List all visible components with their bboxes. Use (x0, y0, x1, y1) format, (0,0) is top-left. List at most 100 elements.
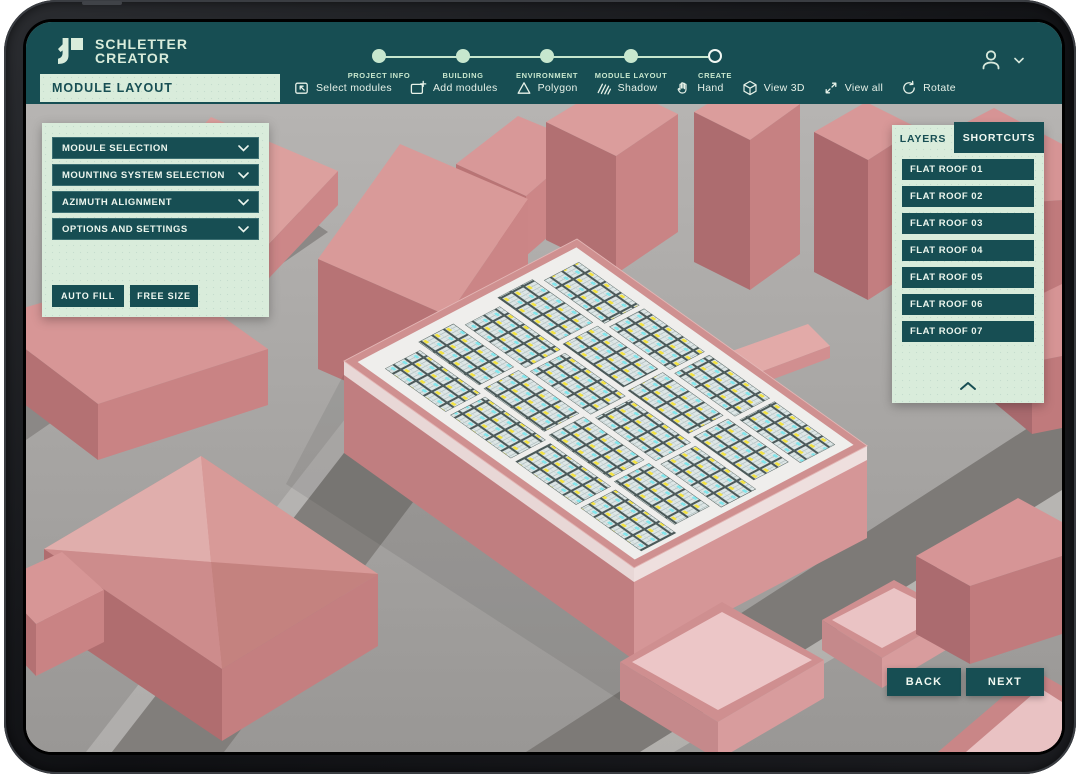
stepper-step-create[interactable]: CREATE (673, 36, 757, 80)
tool-view-3d[interactable]: View 3D (742, 80, 805, 96)
expand-arrows-icon (825, 82, 837, 94)
tool-label: Add modules (433, 82, 498, 94)
tool-label: Rotate (923, 82, 956, 94)
layer-label: FLAT ROOF 04 (910, 245, 983, 256)
step-label: PROJECT INFO (347, 71, 411, 80)
toolbar: Select modules Add modules Polygon (294, 74, 956, 102)
building-bottom-left-big (44, 456, 378, 741)
scene-3d-canvas[interactable]: MODULE SELECTION MOUNTING SYSTEM SELECTI… (26, 104, 1062, 752)
building-left-bottom-wedge (26, 552, 104, 676)
tablet-power-button (82, 1, 122, 5)
chevron-down-icon (238, 144, 249, 152)
back-button[interactable]: BACK (887, 668, 961, 696)
triangle-icon (517, 82, 531, 94)
accordion-mounting-system-selection[interactable]: MOUNTING SYSTEM SELECTION (52, 164, 259, 186)
tool-hand[interactable]: Hand (675, 80, 723, 96)
accordion-label: MODULE SELECTION (62, 142, 169, 154)
brand-line2: CREATOR (95, 50, 170, 66)
layer-item-flat-roof-06[interactable]: FLAT ROOF 06 (902, 294, 1034, 315)
tab-shortcuts[interactable]: SHORTCUTS (954, 122, 1044, 153)
layer-item-flat-roof-04[interactable]: FLAT ROOF 04 (902, 240, 1034, 261)
city-scene (26, 104, 1062, 752)
layer-label: FLAT ROOF 03 (910, 218, 983, 229)
hand-icon (677, 82, 687, 94)
tablet-frame: SCHLETTER CREATOR PROJECT INFO BUILDING … (4, 0, 1076, 774)
step-circle (456, 49, 470, 63)
layer-label: FLAT ROOF 07 (910, 326, 983, 337)
chevron-down-icon (238, 198, 249, 206)
tool-select-modules[interactable]: Select modules (294, 80, 392, 96)
accordion-azimuth-alignment[interactable]: AZIMUTH ALIGNMENT (52, 191, 259, 213)
chevron-down-icon (1014, 57, 1024, 64)
module-layout-panel: MODULE SELECTION MOUNTING SYSTEM SELECTI… (42, 123, 269, 317)
free-size-button[interactable]: FREE SIZE (130, 285, 198, 307)
building-tower-2 (694, 104, 800, 290)
diagonal-hatch-icon (597, 83, 611, 95)
accordion-label: AZIMUTH ALIGNMENT (62, 196, 172, 208)
auto-fill-button[interactable]: AUTO FILL (52, 285, 124, 307)
layer-item-flat-roof-02[interactable]: FLAT ROOF 02 (902, 186, 1034, 207)
step-label: ENVIRONMENT (515, 71, 579, 80)
box-plus-icon (410, 80, 427, 95)
step-label: MODULE LAYOUT (594, 71, 668, 80)
person-outline-icon (982, 50, 1000, 70)
stepper-step-environment[interactable]: ENVIRONMENT (505, 36, 589, 80)
step-label: BUILDING (442, 71, 484, 80)
module-banks (384, 261, 836, 552)
schletter-logo-icon (58, 38, 83, 64)
step-circle (372, 49, 386, 63)
building-low-center (620, 602, 824, 752)
step-circle (624, 49, 638, 63)
step-circle (708, 49, 722, 63)
tool-view-all[interactable]: View all (823, 80, 883, 96)
tool-label: View 3D (763, 82, 805, 94)
select-box-arrow-icon (295, 82, 308, 94)
tool-label: Shadow (617, 82, 658, 94)
fill-actions: AUTO FILL FREE SIZE (52, 285, 259, 307)
layer-label: FLAT ROOF 02 (910, 191, 983, 202)
footer-navigation: BACK NEXT (887, 668, 1044, 696)
tab-layers[interactable]: LAYERS (892, 125, 954, 153)
brand-line1: SCHLETTER (95, 36, 188, 52)
layer-item-flat-roof-05[interactable]: FLAT ROOF 05 (902, 267, 1034, 288)
cube-icon (743, 80, 757, 96)
panel-collapse-button[interactable] (957, 377, 979, 396)
schletter-logo: SCHLETTER CREATOR (54, 35, 188, 67)
tool-label: Select modules (316, 82, 392, 94)
chevron-up-icon (960, 382, 976, 390)
main-building (343, 238, 868, 660)
tool-label: Polygon (537, 82, 578, 94)
page-title: MODULE LAYOUT (40, 74, 280, 102)
tool-add-modules[interactable]: Add modules (410, 80, 498, 96)
layers-panel-tabs: LAYERS SHORTCUTS (892, 122, 1044, 153)
app-screen: SCHLETTER CREATOR PROJECT INFO BUILDING … (26, 22, 1062, 752)
accordion-options-and-settings[interactable]: OPTIONS AND SETTINGS (52, 218, 259, 240)
rotate-arrow-icon (903, 80, 915, 94)
chevron-down-icon (238, 225, 249, 233)
tool-rotate[interactable]: Rotate (901, 80, 956, 96)
stepper-step-building[interactable]: BUILDING (421, 36, 505, 80)
app-header: SCHLETTER CREATOR PROJECT INFO BUILDING … (26, 22, 1062, 104)
layers-panel: LAYERS SHORTCUTS FLAT ROOF 01 FLAT ROOF … (892, 122, 1044, 403)
tool-label: View all (844, 82, 884, 94)
layer-label: FLAT ROOF 05 (910, 272, 983, 283)
layer-label: FLAT ROOF 01 (910, 164, 983, 175)
next-button[interactable]: NEXT (966, 668, 1044, 696)
accordion-label: MOUNTING SYSTEM SELECTION (62, 169, 225, 181)
chevron-down-icon (238, 171, 249, 179)
layer-item-flat-roof-03[interactable]: FLAT ROOF 03 (902, 213, 1034, 234)
user-menu[interactable] (978, 48, 1024, 72)
main-roof (343, 238, 868, 569)
stepper-step-module-layout[interactable]: MODULE LAYOUT (589, 36, 673, 80)
tool-polygon[interactable]: Polygon (516, 80, 578, 96)
tool-label: Hand (697, 82, 724, 94)
tool-shadow[interactable]: Shadow (596, 80, 658, 96)
page-title-label: MODULE LAYOUT (52, 81, 173, 95)
stepper-step-project-info[interactable]: PROJECT INFO (337, 36, 421, 80)
progress-stepper: PROJECT INFO BUILDING ENVIRONMENT MODULE… (337, 36, 757, 80)
accordion-module-selection[interactable]: MODULE SELECTION (52, 137, 259, 159)
step-label: CREATE (698, 71, 732, 80)
layer-item-flat-roof-01[interactable]: FLAT ROOF 01 (902, 159, 1034, 180)
accordion-label: OPTIONS AND SETTINGS (62, 223, 188, 235)
layer-item-flat-roof-07[interactable]: FLAT ROOF 07 (902, 321, 1034, 342)
